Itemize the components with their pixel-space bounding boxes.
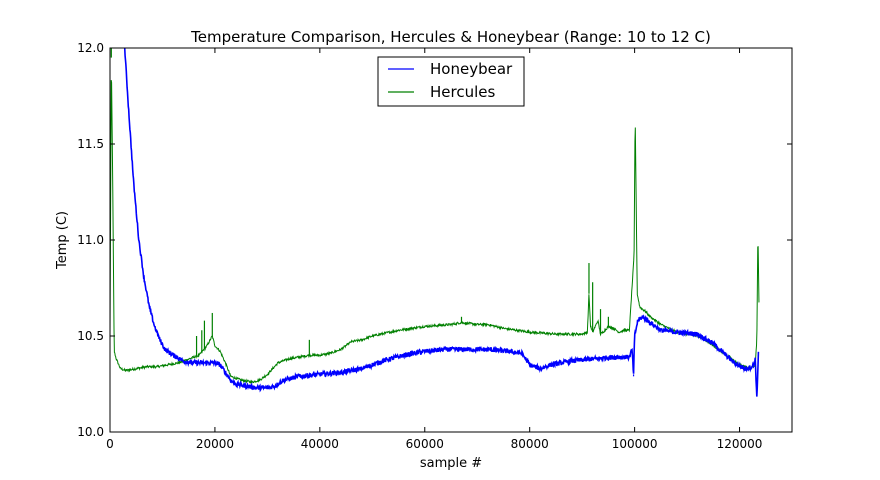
chart-title: Temperature Comparison, Hercules & Honey… xyxy=(190,28,711,46)
x-tick-label: 80000 xyxy=(511,437,549,451)
series-layer xyxy=(110,48,760,397)
y-axis: 10.0 10.5 11.0 11.5 12.0 xyxy=(77,41,792,439)
x-tick-label: 0 xyxy=(106,437,114,451)
x-tick-label: 40000 xyxy=(301,437,339,451)
series-line-hercules xyxy=(110,80,760,384)
x-tick-label: 120000 xyxy=(717,437,763,451)
x-axis: 0 20000 40000 60000 80000 100000 120000 xyxy=(106,48,762,451)
legend-box xyxy=(377,56,525,107)
y-tick-label: 12.0 xyxy=(77,41,104,55)
series-line-honeybear xyxy=(123,48,760,397)
x-tick-label: 60000 xyxy=(406,437,444,451)
x-tick-label: 100000 xyxy=(612,437,658,451)
y-axis-label: Temp (C) xyxy=(55,211,70,270)
x-axis-label: sample # xyxy=(420,456,482,471)
x-tick-label: 20000 xyxy=(196,437,234,451)
y-tick-label: 11.5 xyxy=(77,137,104,151)
legend-label-honeybear: Honeybear xyxy=(430,60,513,78)
legend: Honeybear Hercules xyxy=(377,56,525,107)
y-tick-label: 10.5 xyxy=(77,329,104,343)
y-tick-label: 10.0 xyxy=(77,425,104,439)
legend-label-hercules: Hercules xyxy=(430,83,495,101)
y-tick-label: 11.0 xyxy=(77,233,104,247)
